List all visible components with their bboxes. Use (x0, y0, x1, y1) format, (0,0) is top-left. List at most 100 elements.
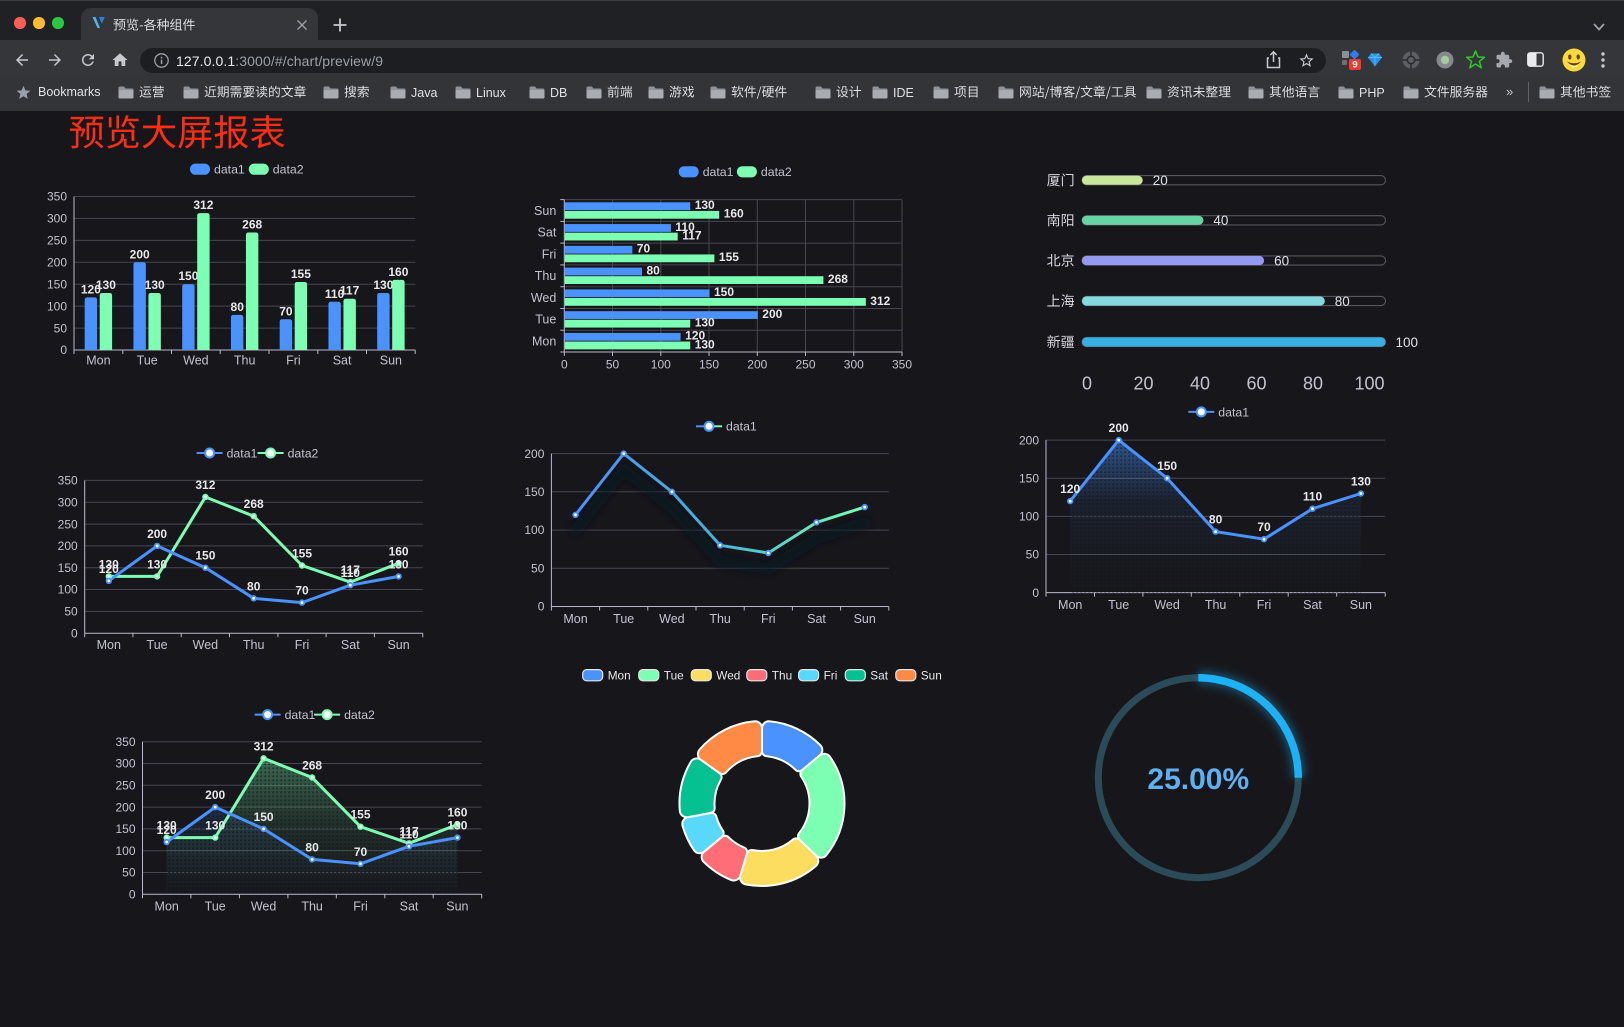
svg-text:Sat: Sat (333, 354, 352, 368)
svg-text:100: 100 (651, 358, 671, 372)
svg-text:150: 150 (254, 810, 274, 824)
svg-text:9: 9 (1352, 60, 1357, 70)
svg-text:300: 300 (115, 757, 135, 771)
svg-text:0: 0 (71, 626, 78, 640)
svg-text:250: 250 (47, 234, 67, 248)
svg-text:130: 130 (447, 819, 467, 833)
svg-text:268: 268 (828, 272, 848, 286)
svg-text:350: 350 (892, 358, 912, 372)
svg-text:350: 350 (115, 735, 135, 749)
svg-text:Thu: Thu (709, 612, 731, 626)
svg-text:130: 130 (205, 819, 225, 833)
svg-text:160: 160 (724, 207, 744, 221)
svg-text:110: 110 (675, 220, 695, 234)
svg-text:117: 117 (399, 824, 419, 838)
svg-text:150: 150 (714, 285, 734, 299)
svg-text:Fri: Fri (353, 900, 368, 914)
svg-text:130: 130 (695, 337, 715, 351)
svg-text:110: 110 (325, 287, 345, 301)
svg-text:250: 250 (795, 358, 815, 372)
svg-text:150: 150 (178, 269, 198, 283)
svg-text:Wed: Wed (1154, 598, 1180, 612)
svg-text:Fri: Fri (824, 669, 838, 683)
svg-text:Tue: Tue (147, 638, 168, 652)
svg-text:150: 150 (195, 549, 215, 563)
svg-text:312: 312 (193, 198, 213, 212)
svg-text:80: 80 (231, 300, 245, 314)
svg-text:Sat: Sat (870, 669, 888, 683)
svg-text:Mon: Mon (155, 900, 179, 914)
svg-text:Sun: Sun (534, 204, 556, 218)
svg-text:200: 200 (747, 358, 767, 372)
svg-text:Tue: Tue (664, 669, 684, 683)
svg-text:data1: data1 (703, 165, 734, 179)
svg-text:Sat: Sat (538, 226, 557, 240)
svg-text:200: 200 (58, 539, 78, 553)
svg-text:Sat: Sat (1303, 598, 1322, 612)
svg-text:117: 117 (340, 284, 360, 298)
svg-text:data2: data2 (273, 163, 304, 177)
svg-text:Thu: Thu (1205, 598, 1227, 612)
svg-text:20: 20 (1133, 374, 1153, 394)
svg-text:Mon: Mon (1058, 598, 1082, 612)
svg-text:data2: data2 (761, 165, 792, 179)
svg-text:data1: data1 (726, 420, 757, 434)
svg-text:155: 155 (350, 808, 370, 822)
svg-text:150: 150 (699, 358, 719, 372)
svg-text:Sun: Sun (854, 612, 876, 626)
svg-text:Tue: Tue (613, 612, 634, 626)
svg-text:Tue: Tue (137, 354, 158, 368)
svg-text:100: 100 (47, 299, 67, 313)
svg-text:155: 155 (719, 250, 739, 264)
svg-text:50: 50 (122, 866, 136, 880)
svg-text:Thu: Thu (772, 669, 792, 683)
svg-text:130: 130 (96, 278, 116, 292)
svg-text:200: 200 (524, 447, 544, 461)
svg-text:20: 20 (1153, 173, 1168, 188)
svg-text:50: 50 (64, 605, 78, 619)
svg-text:Fri: Fri (761, 612, 776, 626)
svg-text:100: 100 (1354, 374, 1384, 394)
svg-text:80: 80 (247, 579, 261, 593)
svg-text:150: 150 (47, 277, 67, 291)
svg-text:Mon: Mon (86, 354, 110, 368)
svg-text:130: 130 (389, 557, 409, 571)
svg-text:Fri: Fri (542, 247, 557, 261)
svg-text:70: 70 (354, 845, 368, 859)
svg-text:70: 70 (279, 304, 293, 318)
svg-text:Sun: Sun (380, 354, 402, 368)
svg-text:50: 50 (1026, 548, 1040, 562)
svg-text:Thu: Thu (243, 638, 265, 652)
svg-text:Fri: Fri (295, 638, 310, 652)
svg-text:150: 150 (1019, 471, 1039, 485)
svg-text:200: 200 (130, 247, 150, 261)
svg-text:0: 0 (561, 358, 568, 372)
svg-text:130: 130 (695, 198, 715, 212)
svg-text:Wed: Wed (251, 900, 277, 914)
svg-text:data1: data1 (285, 708, 316, 722)
svg-text:350: 350 (47, 190, 67, 204)
svg-text:300: 300 (58, 495, 78, 509)
svg-text:80: 80 (1335, 294, 1350, 309)
svg-text:268: 268 (244, 497, 264, 511)
svg-text:Mon: Mon (563, 612, 587, 626)
svg-text:Thu: Thu (234, 354, 256, 368)
svg-text:Mon: Mon (608, 669, 631, 683)
svg-text:130: 130 (145, 278, 165, 292)
svg-text:data2: data2 (344, 708, 375, 722)
svg-text:50: 50 (531, 562, 545, 576)
svg-text:data1: data1 (214, 163, 245, 177)
svg-text:130: 130 (99, 557, 119, 571)
svg-text:130: 130 (1351, 475, 1371, 489)
svg-text:250: 250 (58, 517, 78, 531)
svg-text:Tue: Tue (535, 313, 556, 327)
svg-text:130: 130 (147, 557, 167, 571)
svg-text:312: 312 (870, 294, 890, 308)
svg-text:155: 155 (291, 267, 311, 281)
svg-text:Wed: Wed (716, 669, 740, 683)
svg-text:60: 60 (1274, 253, 1289, 268)
svg-text:200: 200 (147, 527, 167, 541)
svg-text:80: 80 (1209, 513, 1223, 527)
svg-text:0: 0 (60, 343, 67, 357)
svg-text:0: 0 (1032, 586, 1039, 600)
